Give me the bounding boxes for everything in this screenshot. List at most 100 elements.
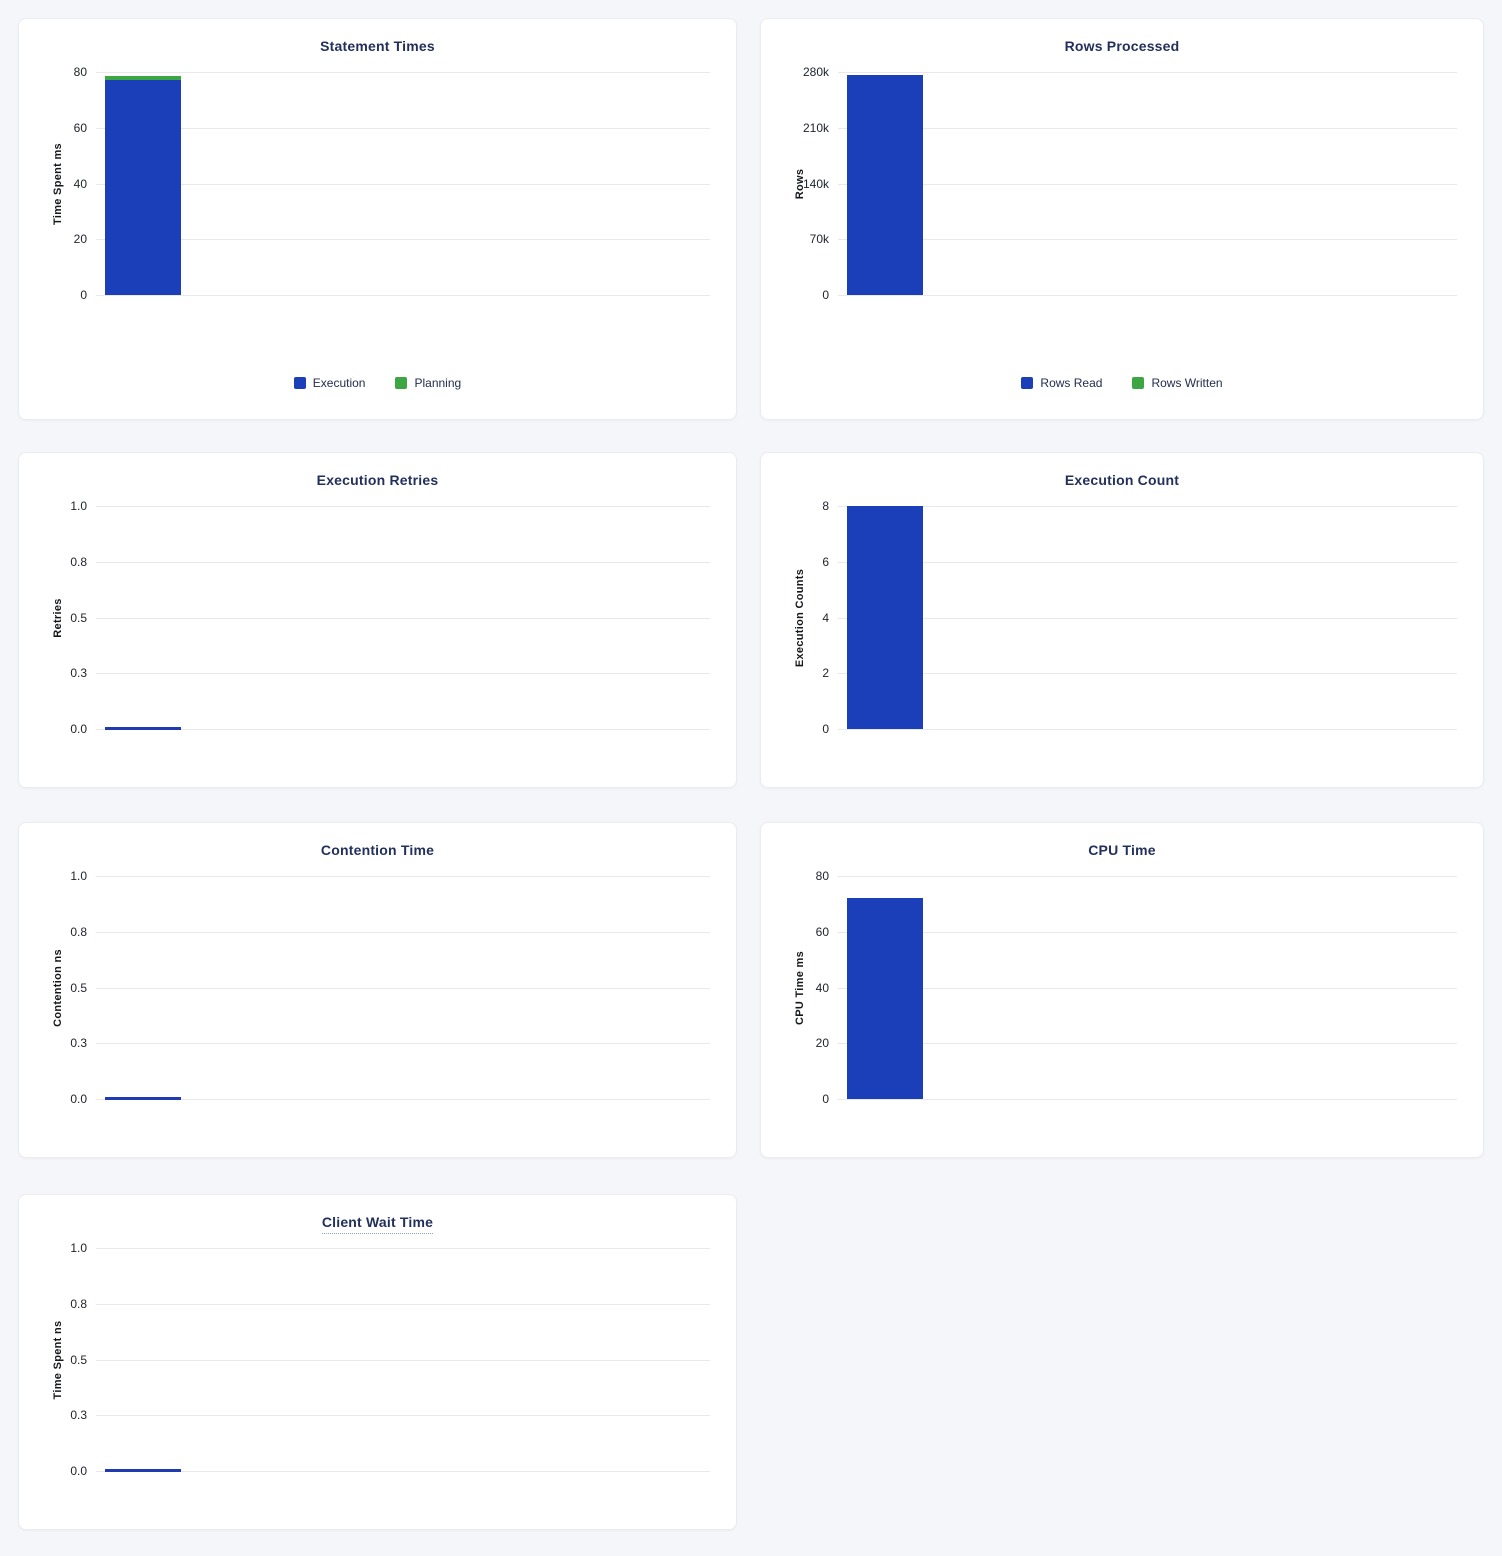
chart-title: Execution Retries: [19, 472, 736, 488]
plot-area: 0.0 0.3 0.5 0.8 1.0: [70, 1241, 710, 1478]
gridline: [96, 1303, 710, 1305]
y-tick-label: 2: [822, 666, 829, 681]
y-tick-label: 0.3: [70, 1036, 87, 1051]
gridline: [838, 931, 1457, 933]
chart-panel-rows-processed: Rows Processed 0 70k 140k 210k 280k Rows Rows…: [760, 18, 1484, 420]
chart-panel-client-wait-time: Client Wait Time 0.0 0.3 0.5 0.8 1.0 Time Sp…: [18, 1194, 737, 1530]
bar-segment-cpu-time: [847, 898, 923, 1099]
chart-panel-statement-times: Statement Times 0 20 40 60 80 Time Spent ms E…: [18, 18, 737, 420]
gridline: [96, 183, 710, 185]
gridline: [838, 506, 1457, 507]
y-tick-label: 0.5: [70, 610, 87, 625]
zero-value-bar: [105, 1469, 181, 1472]
chart-legend: Execution Planning: [19, 376, 736, 390]
chart-title-text: Contention Time: [320, 842, 435, 858]
y-axis-label: Execution Counts: [794, 568, 806, 667]
y-axis-label: Rows: [794, 168, 806, 199]
legend-swatch-icon: [1132, 377, 1145, 389]
chart-title-text: CPU Time: [1088, 842, 1156, 858]
chart-title-text[interactable]: Client Wait Time: [321, 1214, 434, 1234]
plot-area: 0.0 0.3 0.5 0.8 1.0: [70, 499, 710, 736]
chart-title: Statement Times: [19, 38, 736, 54]
bar-segment-execution: [105, 80, 181, 295]
gridline: [838, 876, 1457, 877]
y-tick-label: 0.0: [70, 1464, 87, 1478]
y-tick-label: 80: [815, 869, 829, 883]
chart-title: Contention Time: [19, 842, 736, 858]
gridline: [838, 72, 1457, 73]
y-tick-label: 40: [73, 176, 87, 191]
legend-swatch-icon: [293, 377, 306, 389]
plot-area: 0 20 40 60 80: [74, 65, 710, 302]
chart-title: Client Wait Time: [19, 1214, 736, 1234]
y-tick-label: 1.0: [70, 499, 87, 513]
chart-panel-execution-retries: Execution Retries 0.0 0.3 0.5 0.8 1.0 Retrie…: [18, 452, 737, 788]
gridline: [96, 295, 710, 296]
legend-label: Planning: [414, 376, 462, 390]
chart-title-text: Statement Times: [320, 38, 435, 54]
gridline: [838, 295, 1457, 296]
y-tick-label: 0.0: [70, 1092, 87, 1106]
y-tick-label: 140k: [802, 176, 829, 191]
y-tick-label: 280k: [802, 65, 829, 79]
chart-legend: Rows Read Rows Written: [761, 376, 1483, 390]
chart-title-text: Rows Processed: [1064, 38, 1180, 54]
bar-segment-rows-read: [847, 75, 923, 295]
zero-value-bar: [105, 1097, 181, 1100]
y-tick-label: 0.5: [70, 1352, 87, 1367]
chart-title: Rows Processed: [761, 38, 1483, 54]
y-tick-label: 60: [73, 120, 87, 135]
legend-label: Rows Read: [1040, 376, 1103, 390]
y-tick-label: 4: [822, 610, 829, 625]
gridline: [838, 561, 1457, 563]
gridline: [838, 729, 1457, 730]
legend-label: Execution: [312, 376, 366, 390]
legend-swatch-icon: [1021, 377, 1034, 389]
gridline: [96, 1415, 710, 1417]
gridline: [838, 1099, 1457, 1100]
legend-item-rows-written: Rows Written: [1132, 376, 1223, 390]
y-tick-label: 8: [822, 499, 829, 513]
bar-segment-planning: [105, 76, 181, 81]
plot-area: 0 70k 140k 210k 280k: [803, 65, 1457, 302]
bar-segment-execution-count: [847, 506, 923, 729]
gridline: [96, 673, 710, 675]
gridline: [96, 931, 710, 933]
chart-title-text: Execution Retries: [316, 472, 439, 488]
y-tick-label: 210k: [802, 120, 829, 135]
legend-label: Rows Written: [1151, 376, 1223, 390]
gridline: [96, 1359, 710, 1361]
gridline: [96, 239, 710, 241]
y-axis-label: Contention ns: [52, 948, 64, 1027]
chart-title: Execution Count: [761, 472, 1483, 488]
gridline: [838, 987, 1457, 989]
plot-area: 0 20 40 60 80: [816, 869, 1457, 1106]
y-tick-label: 1.0: [70, 1241, 87, 1255]
chart-title: CPU Time: [761, 842, 1483, 858]
gridline: [96, 561, 710, 563]
y-tick-label: 0.8: [70, 1296, 87, 1311]
chart-panel-contention-time: Contention Time 0.0 0.3 0.5 0.8 1.0 Contenti…: [18, 822, 737, 1158]
y-tick-label: 6: [822, 554, 829, 569]
y-axis-label: CPU Time ms: [794, 950, 806, 1025]
zero-value-bar: [105, 727, 181, 730]
plot-area: 0.0 0.3 0.5 0.8 1.0: [70, 869, 710, 1106]
chart-panel-cpu-time: CPU Time 0 20 40 60 80 CPU Time ms: [760, 822, 1484, 1158]
y-tick-label: 20: [815, 1036, 829, 1051]
legend-item-execution: Execution: [293, 376, 366, 390]
gridline: [96, 987, 710, 989]
y-tick-label: 1.0: [70, 869, 87, 883]
y-tick-label: 0.8: [70, 924, 87, 939]
gridline: [838, 127, 1457, 129]
y-tick-label: 0.5: [70, 980, 87, 995]
y-tick-label: 0.3: [70, 1408, 87, 1423]
y-axis-label: Time Spent ns: [52, 1320, 64, 1399]
y-tick-label: 0.8: [70, 554, 87, 569]
y-tick-label: 0.0: [70, 722, 87, 736]
chart-panel-execution-count: Execution Count 0 2 4 6 8 Execution Counts: [760, 452, 1484, 788]
gridline: [838, 239, 1457, 241]
gridline: [96, 1099, 710, 1100]
gridline: [838, 617, 1457, 619]
y-tick-label: 60: [815, 924, 829, 939]
y-tick-label: 70k: [809, 232, 829, 247]
